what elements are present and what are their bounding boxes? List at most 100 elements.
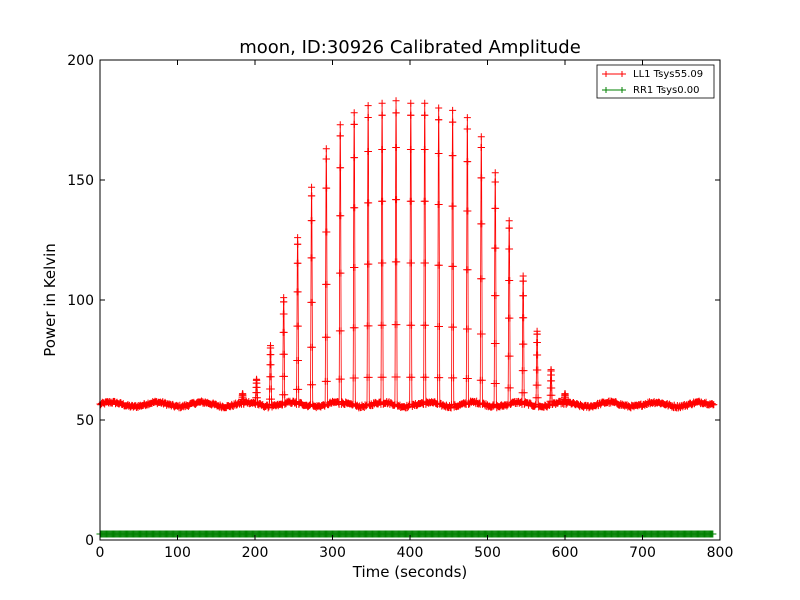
ll1-point (491, 178, 499, 186)
ll1-point (710, 401, 718, 409)
ll1-point (378, 145, 386, 153)
ll1-point (392, 143, 400, 151)
ll1-point (351, 263, 359, 271)
plot-frame (99, 59, 721, 541)
ll1-point (308, 343, 316, 351)
ll1-point (533, 338, 541, 346)
ll1-point (489, 401, 497, 409)
ll1-point (492, 292, 500, 300)
ll1-point (337, 164, 345, 172)
ll1-point (478, 220, 486, 228)
x-tick-label: 100 (164, 545, 191, 561)
ll1-point (280, 310, 288, 318)
series-layer (96, 97, 718, 538)
ll1-point (492, 204, 500, 212)
ll1-point (323, 184, 331, 192)
ll1-point (267, 361, 275, 369)
ll1-point (534, 394, 542, 402)
ll1-point (351, 374, 359, 382)
ll1-point (422, 373, 430, 381)
legend-box (596, 64, 715, 99)
ll1-point (407, 145, 415, 153)
y-tick-label: 200 (67, 53, 94, 69)
ll1-point (477, 133, 485, 141)
x-tick-label: 800 (707, 545, 734, 561)
ll1-point (534, 381, 542, 389)
ll1-point (436, 374, 444, 382)
ll1-point (408, 373, 416, 381)
x-tick-label: 700 (629, 545, 656, 561)
ll1-point (506, 352, 514, 360)
ll1-point (392, 109, 400, 117)
legend: LL1 Tsys55.09 RR1 Tsys0.00 (596, 64, 715, 99)
ll1-point (308, 298, 316, 306)
ll1-point (435, 116, 443, 124)
ll1-point (294, 357, 302, 365)
ll1-point (449, 262, 457, 270)
ll1-point (281, 391, 289, 399)
legend-entry-rr1: RR1 Tsys0.00 (602, 85, 700, 96)
ll1-point (534, 351, 542, 359)
y-tick-label: 50 (76, 413, 94, 429)
ll1-point (379, 321, 387, 329)
ll1-point (267, 344, 275, 352)
x-tick-label: 300 (319, 545, 346, 561)
ll1-point (351, 204, 359, 212)
series-rr1-markers (96, 530, 717, 538)
ll1-point (294, 322, 302, 330)
legend-label-ll1: LL1 Tsys55.09 (633, 69, 703, 80)
ll1-point (464, 125, 472, 133)
ll1-point (294, 234, 302, 242)
ll1-point (379, 197, 387, 205)
x-tick-label: 400 (397, 545, 424, 561)
y-tick-label: 150 (67, 173, 94, 189)
ll1-point (548, 384, 556, 392)
ll1-point (421, 259, 429, 267)
chart-title: moon, ID:30926 Calibrated Amplitude (239, 37, 581, 58)
y-tick-label: 0 (85, 533, 94, 549)
ll1-point (308, 192, 316, 200)
ll1-point (450, 374, 458, 382)
ll1-point (323, 280, 331, 288)
y-axis-label: Power in Kelvin (41, 243, 59, 357)
ll1-point (365, 373, 373, 381)
ll1-point (364, 113, 372, 121)
ll1-point (322, 155, 330, 163)
ll1-point (464, 207, 472, 215)
ll1-point (520, 340, 528, 348)
ll1-point (294, 240, 302, 248)
ll1-point (267, 373, 275, 381)
ll1-point (337, 269, 345, 277)
series-ll1-markers (96, 97, 718, 412)
ll1-point (264, 404, 272, 412)
ll1-point (336, 121, 344, 129)
ll1-point (421, 145, 429, 153)
ll1-point (393, 373, 401, 381)
x-tick-label: 500 (474, 545, 501, 561)
legend-marker-ll1 (603, 71, 625, 77)
ll1-point (506, 314, 514, 322)
ll1-point (492, 244, 500, 252)
ll1-point (547, 371, 555, 379)
ll1-point (421, 99, 429, 107)
ll1-point (408, 321, 416, 329)
ll1-point (407, 197, 415, 205)
ll1-point (393, 321, 401, 329)
ll1-point (435, 261, 443, 269)
ll1-point (449, 152, 457, 160)
ll1-point (337, 375, 345, 383)
ll1-point (519, 292, 527, 300)
ll1-point (477, 143, 485, 151)
ll1-point (281, 372, 289, 380)
ll1-point (520, 367, 528, 375)
ll1-point (322, 145, 330, 153)
ll1-point (491, 169, 499, 177)
ll1-point (708, 400, 716, 408)
y-tick-label: 100 (67, 293, 94, 309)
ll1-point (519, 277, 527, 285)
ll1-point (478, 275, 486, 283)
ll1-point (449, 323, 457, 331)
legend-label-rr1: RR1 Tsys0.00 (633, 85, 700, 96)
ll1-point (308, 217, 316, 225)
ll1-point (393, 196, 401, 204)
